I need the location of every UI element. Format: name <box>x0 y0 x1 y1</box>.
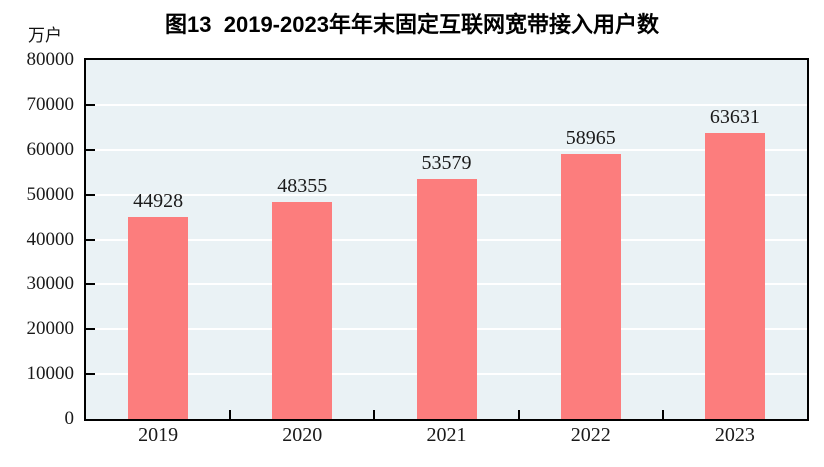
y-tick-label: 60000 <box>26 138 75 160</box>
y-tick-label: 30000 <box>26 273 75 295</box>
y-axis-tick <box>86 328 95 331</box>
y-tick-label: 0 <box>64 408 75 429</box>
x-axis-tick <box>517 410 520 419</box>
x-tick-label: 2023 <box>714 424 755 446</box>
y-axis-tick <box>86 193 95 196</box>
y-tick-label: 50000 <box>26 183 75 205</box>
bar <box>560 154 621 419</box>
chart-title: 图13 2019-2023年年末固定互联网宽带接入用户数 <box>165 12 659 37</box>
x-tick-label: 2021 <box>426 424 467 446</box>
x-tick-label: 2020 <box>282 424 323 446</box>
y-tick-label: 80000 <box>26 49 75 70</box>
bar-value-label: 48355 <box>277 175 328 198</box>
plot-area: 44928 48355 53579 58965 63631 <box>84 58 809 421</box>
y-tick-label: 10000 <box>26 363 75 385</box>
y-axis-tick <box>86 283 95 286</box>
y-axis-tick-labels: 0 10000 20000 30000 40000 50000 60000 70000 8000… <box>0 49 75 429</box>
bar-value-label: 58965 <box>565 127 616 150</box>
y-axis-tick <box>86 238 95 241</box>
bar-value-label: 63631 <box>709 106 760 129</box>
y-axis-tick <box>86 103 95 106</box>
x-axis-tick <box>373 410 376 419</box>
x-axis-tick <box>661 410 664 419</box>
x-axis-tick-labels: 2019 2020 2021 2022 2023 <box>84 424 809 452</box>
x-tick-label: 2019 <box>138 424 179 446</box>
gridline <box>86 148 807 151</box>
x-tick-label: 2022 <box>570 424 611 446</box>
bar <box>704 133 765 419</box>
y-axis-unit-label: 万户 <box>28 26 62 45</box>
x-axis-tick <box>229 410 232 419</box>
bar-value-label: 44928 <box>133 190 184 213</box>
bar <box>128 217 189 419</box>
bar <box>416 178 477 419</box>
y-axis-tick <box>86 148 95 151</box>
y-tick-label: 20000 <box>26 318 75 340</box>
y-tick-label: 40000 <box>26 228 75 250</box>
bar <box>272 202 333 419</box>
y-axis-tick <box>86 373 95 376</box>
bar-value-label: 53579 <box>421 151 472 174</box>
y-tick-label: 70000 <box>26 93 75 115</box>
gridline <box>86 103 807 106</box>
